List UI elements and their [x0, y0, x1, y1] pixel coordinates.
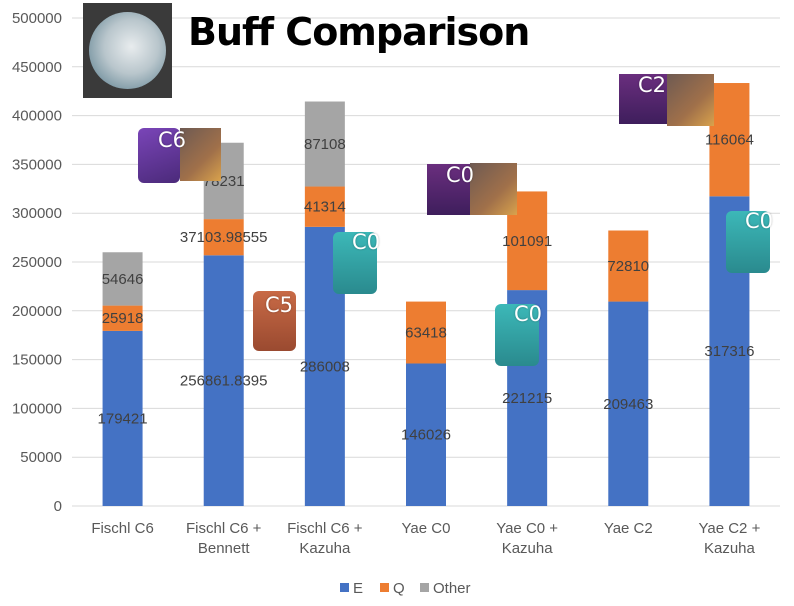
data-label: 72810	[607, 258, 649, 275]
data-label: 116064	[705, 132, 754, 149]
y-tick-label: 200000	[12, 303, 62, 320]
data-label: 25918	[102, 310, 144, 327]
legend-swatch-e	[340, 583, 349, 592]
y-tick-label: 450000	[12, 59, 62, 76]
x-tick-label: Yae C2	[604, 520, 653, 537]
x-tick-label: Yae C0	[402, 520, 451, 537]
constellation-badge: C0	[745, 209, 774, 233]
bar-e	[102, 330, 143, 506]
legend-label: E	[353, 580, 363, 597]
data-label: 41314	[304, 199, 346, 216]
data-label: 63418	[405, 325, 447, 342]
x-tick-label: Yae C2 +	[698, 520, 760, 537]
data-label: 317316	[704, 343, 754, 360]
bar-e	[406, 363, 446, 506]
y-tick-label: 400000	[12, 108, 62, 125]
bar-q	[304, 186, 345, 227]
y-tick-label: 50000	[20, 449, 62, 466]
legend-swatch-q	[380, 583, 389, 592]
constellation-badge: C6	[158, 128, 187, 152]
kazuha-icon	[495, 304, 539, 366]
x-tick-label: Fischl C6 +	[287, 520, 363, 537]
x-tick-label: Fischl C6 +	[186, 520, 262, 537]
x-tick-label: Fischl C6	[91, 520, 154, 537]
x-tick-label: Kazuha	[502, 540, 554, 557]
legend-label: Other	[433, 580, 471, 597]
kazuha-icon	[333, 232, 377, 294]
bar-q	[203, 219, 244, 256]
data-label: 209463	[603, 396, 653, 413]
x-tick-label: Kazuha	[704, 540, 756, 557]
data-label: 179421	[98, 410, 148, 427]
bar-e	[203, 255, 244, 506]
data-label: 101091	[502, 233, 552, 250]
bar-e	[608, 301, 649, 506]
constellation-badge: C0	[514, 302, 543, 326]
kazuha-icon	[726, 211, 770, 273]
bar-q	[406, 301, 446, 364]
constellation-badge: C0	[352, 230, 381, 254]
data-label: 221215	[502, 390, 552, 407]
y-tick-label: 100000	[12, 400, 62, 417]
y-tick-label: 300000	[12, 205, 62, 222]
y-tick-label: 0	[54, 498, 62, 515]
data-label: 54646	[102, 271, 144, 288]
chart-title: Buff Comparison	[188, 10, 530, 54]
dolphin-avatar-image	[83, 3, 172, 98]
bar-q	[608, 230, 649, 302]
data-label: 87108	[304, 136, 346, 153]
data-label: 37103.98555	[180, 229, 268, 246]
constellation-badge: C0	[446, 163, 475, 187]
bar-q	[709, 83, 750, 197]
y-tick-label: 500000	[12, 10, 62, 27]
catalyst-weapon-icon	[470, 163, 517, 215]
y-tick-label: 350000	[12, 156, 62, 173]
bar-other	[102, 252, 143, 306]
legend-swatch-other	[420, 583, 429, 592]
data-label: 146026	[401, 427, 451, 444]
constellation-badge: C5	[265, 293, 294, 317]
legend-label: Q	[393, 580, 405, 597]
bar-q	[102, 305, 143, 331]
y-tick-label: 250000	[12, 254, 62, 271]
data-label: 286008	[300, 358, 350, 375]
catalyst-weapon-icon	[667, 74, 714, 126]
constellation-badge: C2	[638, 73, 667, 97]
x-tick-label: Bennett	[198, 540, 251, 557]
yae-icon	[427, 164, 470, 215]
bennett-icon	[253, 291, 296, 351]
x-tick-label: Yae C0 +	[496, 520, 558, 537]
yae-icon	[619, 74, 667, 124]
fischl-icon	[138, 128, 180, 183]
x-tick-label: Kazuha	[299, 540, 351, 557]
y-tick-label: 150000	[12, 352, 62, 369]
data-label: 256861.8395	[180, 373, 268, 390]
bar-other	[304, 101, 345, 187]
bow-weapon-icon	[180, 128, 221, 181]
